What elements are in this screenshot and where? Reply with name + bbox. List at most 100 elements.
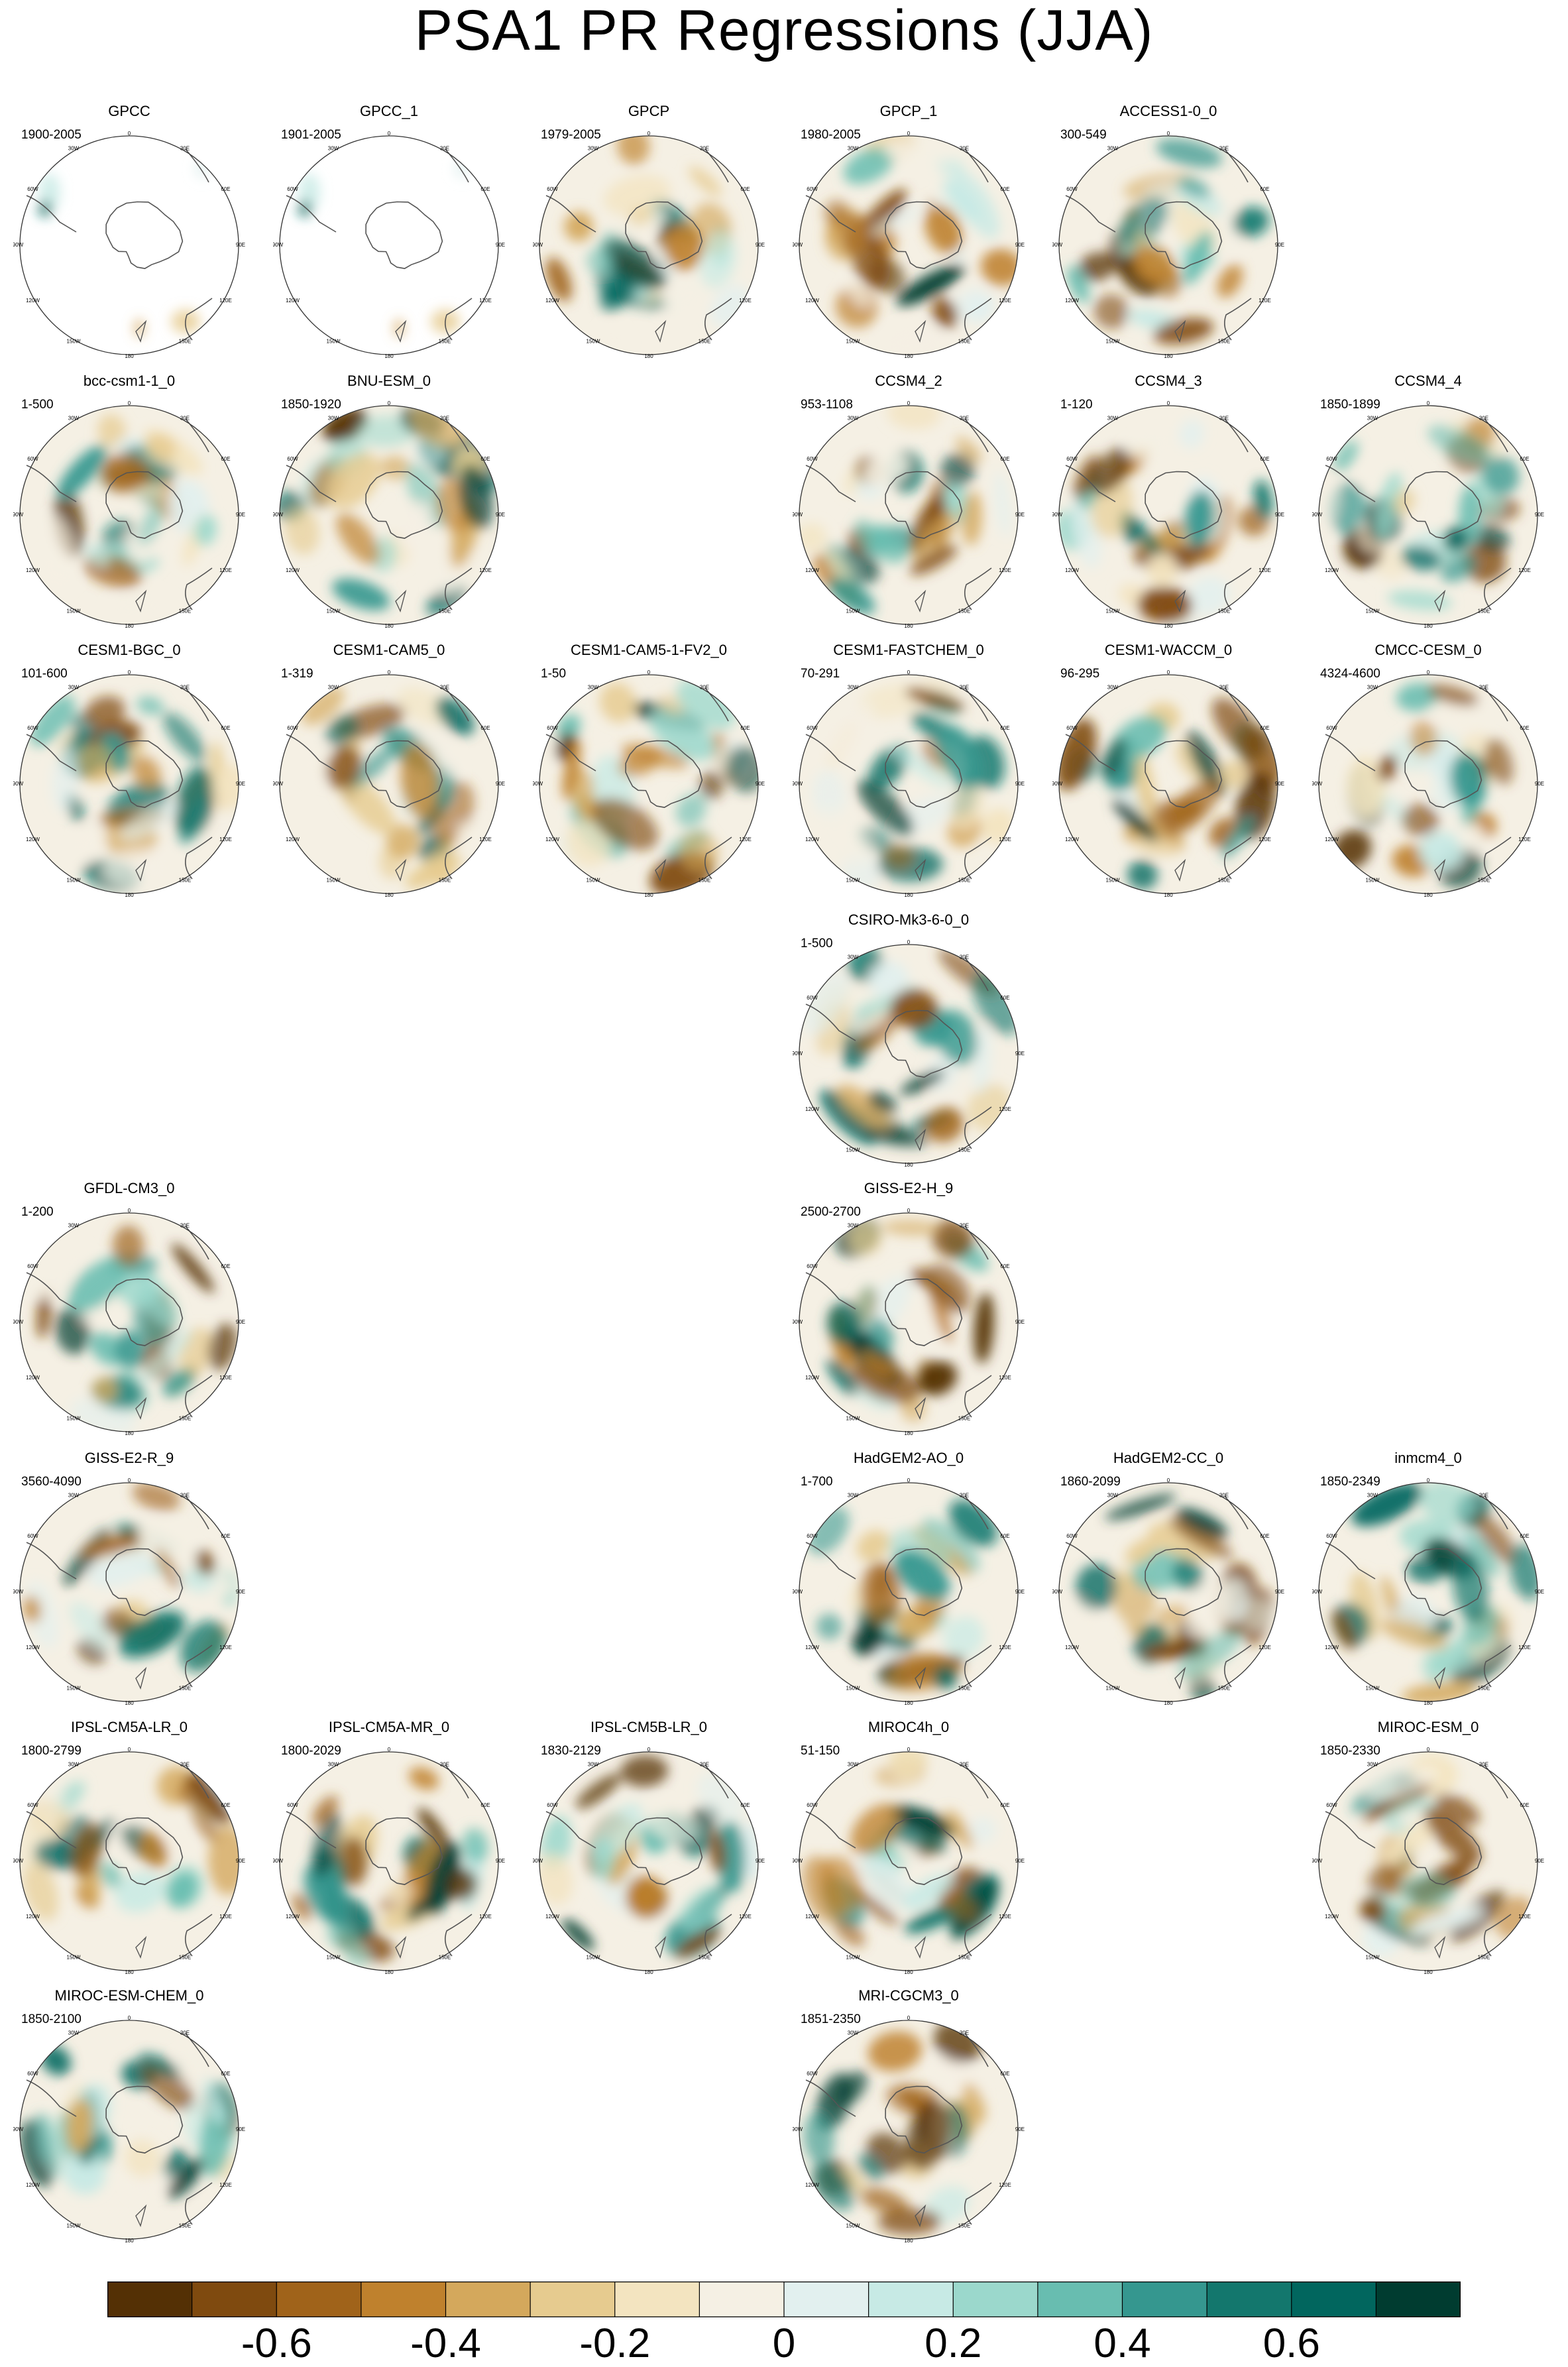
polar-map: 0 30E 60E 90E 120E 150E 180 150W 120W 90W 60W 30W	[533, 131, 765, 359]
longitude-label: 150W	[587, 878, 600, 884]
longitude-label: 30E	[440, 146, 449, 152]
longitude-label: 30W	[848, 685, 859, 691]
longitude-label: 30W	[1367, 416, 1378, 422]
map-panel: CESM1-BGC_0 101-600 0 30E 60E 90E 120E 150E 180 1…	[13, 642, 245, 903]
longitude-label: 90E	[1015, 1589, 1025, 1595]
panel-title: CMCC-CESM_0	[1374, 642, 1482, 658]
longitude-label: 120E	[739, 837, 752, 842]
longitude-label: 90W	[1312, 1858, 1323, 1864]
longitude-label: 150E	[958, 2223, 971, 2229]
longitude-label: 30E	[960, 1762, 969, 1768]
longitude-label: 60E	[1000, 456, 1009, 462]
longitude-label: 60E	[221, 456, 230, 462]
longitude-label: 30W	[68, 1223, 80, 1229]
panel-years: 1850-1899	[1320, 398, 1380, 412]
map-panel: HadGEM2-AO_0 1-700 0 30E 60E 90E 120E 150E 180 15…	[793, 1450, 1025, 1711]
longitude-label: 120E	[999, 2182, 1011, 2188]
longitude-label: 180	[904, 1430, 913, 1436]
panel-grid: GPCC 1900-2005 0 30E 60E 90E 120E 150E 180 150W 12…	[13, 103, 1544, 2244]
longitude-label: 120E	[479, 298, 492, 304]
longitude-label: 90E	[236, 512, 245, 518]
longitude-label: 0	[1427, 669, 1430, 675]
longitude-label: 30W	[1107, 146, 1119, 152]
map-panel: MIROC4h_0 51-150 0 30E 60E 90E 120E 150E 180 150W…	[793, 1719, 1025, 1981]
longitude-label: 60E	[480, 1802, 490, 1808]
longitude-label: 150W	[846, 1416, 860, 1422]
longitude-label: 60E	[480, 456, 490, 462]
longitude-label: 60W	[27, 186, 38, 192]
longitude-label: 30W	[328, 146, 339, 152]
longitude-label: 150W	[1106, 608, 1120, 614]
longitude-label: 60W	[807, 1533, 818, 1539]
longitude-label: 90E	[1535, 512, 1544, 518]
map-panel: GPCP 1979-2005 0 30E 60E 90E 120E 150E 180 150W 12…	[533, 103, 765, 365]
panel-years: 4324-4600	[1320, 667, 1380, 681]
longitude-label: 60W	[807, 1802, 818, 1808]
longitude-label: 90W	[1052, 512, 1063, 518]
polar-map: 0 30E 60E 90E 120E 150E 180 150W 120W 90W 60W 30W	[533, 669, 765, 898]
colorbar-tick-label: 0.2	[924, 2321, 982, 2366]
longitude-label: 150W	[1106, 339, 1120, 345]
longitude-label: 60W	[807, 1263, 818, 1269]
map-panel: GPCP_1 1980-2005 0 30E 60E 90E 120E 150E 180 150W…	[793, 103, 1025, 365]
longitude-label: 150E	[958, 1147, 971, 1153]
longitude-label: 150W	[846, 2223, 860, 2229]
longitude-label: 60E	[221, 1533, 230, 1539]
longitude-label: 120E	[219, 1375, 232, 1381]
longitude-label: 150W	[327, 1955, 341, 1961]
longitude-label: 180	[384, 892, 394, 898]
longitude-label: 60E	[1260, 1533, 1269, 1539]
longitude-label: 60E	[1000, 1533, 1009, 1539]
longitude-label: 150E	[439, 608, 451, 614]
longitude-label: 150W	[327, 878, 341, 884]
longitude-label: 150E	[699, 878, 711, 884]
longitude-label: 90W	[13, 512, 24, 518]
longitude-label: 90E	[1015, 1319, 1025, 1325]
polar-map: 0 30E 60E 90E 120E 150E 180 150W 120W 90W 60W 30W	[793, 2015, 1025, 2244]
longitude-label: 60E	[221, 725, 230, 731]
longitude-label: 60W	[27, 1802, 38, 1808]
longitude-label: 90W	[793, 512, 803, 518]
longitude-label: 180	[384, 623, 394, 629]
longitude-label: 30W	[848, 1762, 859, 1768]
longitude-label: 30W	[328, 416, 339, 422]
longitude-label: 30E	[1479, 1762, 1488, 1768]
colorbar-swatch	[192, 2281, 278, 2317]
polar-map: 0 30E 60E 90E 120E 150E 180 150W 120W 90W 60W 30W	[1052, 131, 1284, 359]
colorbar-swatch	[276, 2281, 362, 2317]
longitude-label: 120W	[545, 1914, 559, 1920]
panel-title: HadGEM2-AO_0	[853, 1450, 964, 1466]
panel-title: bcc-csm1-1_0	[83, 373, 176, 389]
longitude-label: 60E	[740, 186, 750, 192]
longitude-label: 60W	[1326, 1802, 1337, 1808]
panel-title: MIROC4h_0	[868, 1719, 950, 1735]
longitude-label: 120W	[805, 2182, 819, 2188]
longitude-label: 30E	[960, 954, 969, 960]
longitude-label: 60W	[287, 1802, 298, 1808]
longitude-label: 30W	[68, 1493, 80, 1499]
panel-title: CESM1-WACCM_0	[1104, 642, 1233, 658]
longitude-label: 120W	[805, 1106, 819, 1112]
longitude-label: 0	[388, 131, 391, 137]
longitude-label: 180	[125, 1969, 134, 1975]
longitude-label: 90E	[496, 781, 505, 787]
longitude-label: 0	[907, 1477, 911, 1483]
longitude-label: 60E	[221, 186, 230, 192]
longitude-label: 150E	[1478, 1955, 1490, 1961]
longitude-label: 120E	[219, 298, 232, 304]
panel-title: CCSM4_2	[875, 373, 942, 389]
panel-title: MRI-CGCM3_0	[858, 1987, 959, 2004]
colorbar-tick-label: -0.4	[410, 2321, 481, 2366]
panel-title: GFDL-CM3_0	[84, 1180, 175, 1196]
polar-map: 0 30E 60E 90E 120E 150E 180 150W 120W 90W 60W 30W	[793, 1477, 1025, 1706]
longitude-label: 150W	[587, 339, 600, 345]
longitude-label: 30E	[960, 2030, 969, 2036]
polar-map: 0 30E 60E 90E 120E 150E 180 150W 120W 90W 60W 30W	[1312, 1477, 1544, 1706]
colorbar	[107, 2281, 1461, 2317]
map-panel: inmcm4_0 1850-2349 0 30E 60E 90E 120E 150E 180 15…	[1312, 1450, 1544, 1711]
longitude-label: 120W	[1325, 1645, 1339, 1650]
polar-map: 0 30E 60E 90E 120E 150E 180 150W 120W 90W 60W 30W	[533, 1747, 765, 1975]
longitude-label: 120W	[805, 837, 819, 842]
longitude-label: 90W	[273, 781, 284, 787]
polar-map: 0 30E 60E 90E 120E 150E 180 150W 120W 90W 60W 30W	[1312, 400, 1544, 629]
